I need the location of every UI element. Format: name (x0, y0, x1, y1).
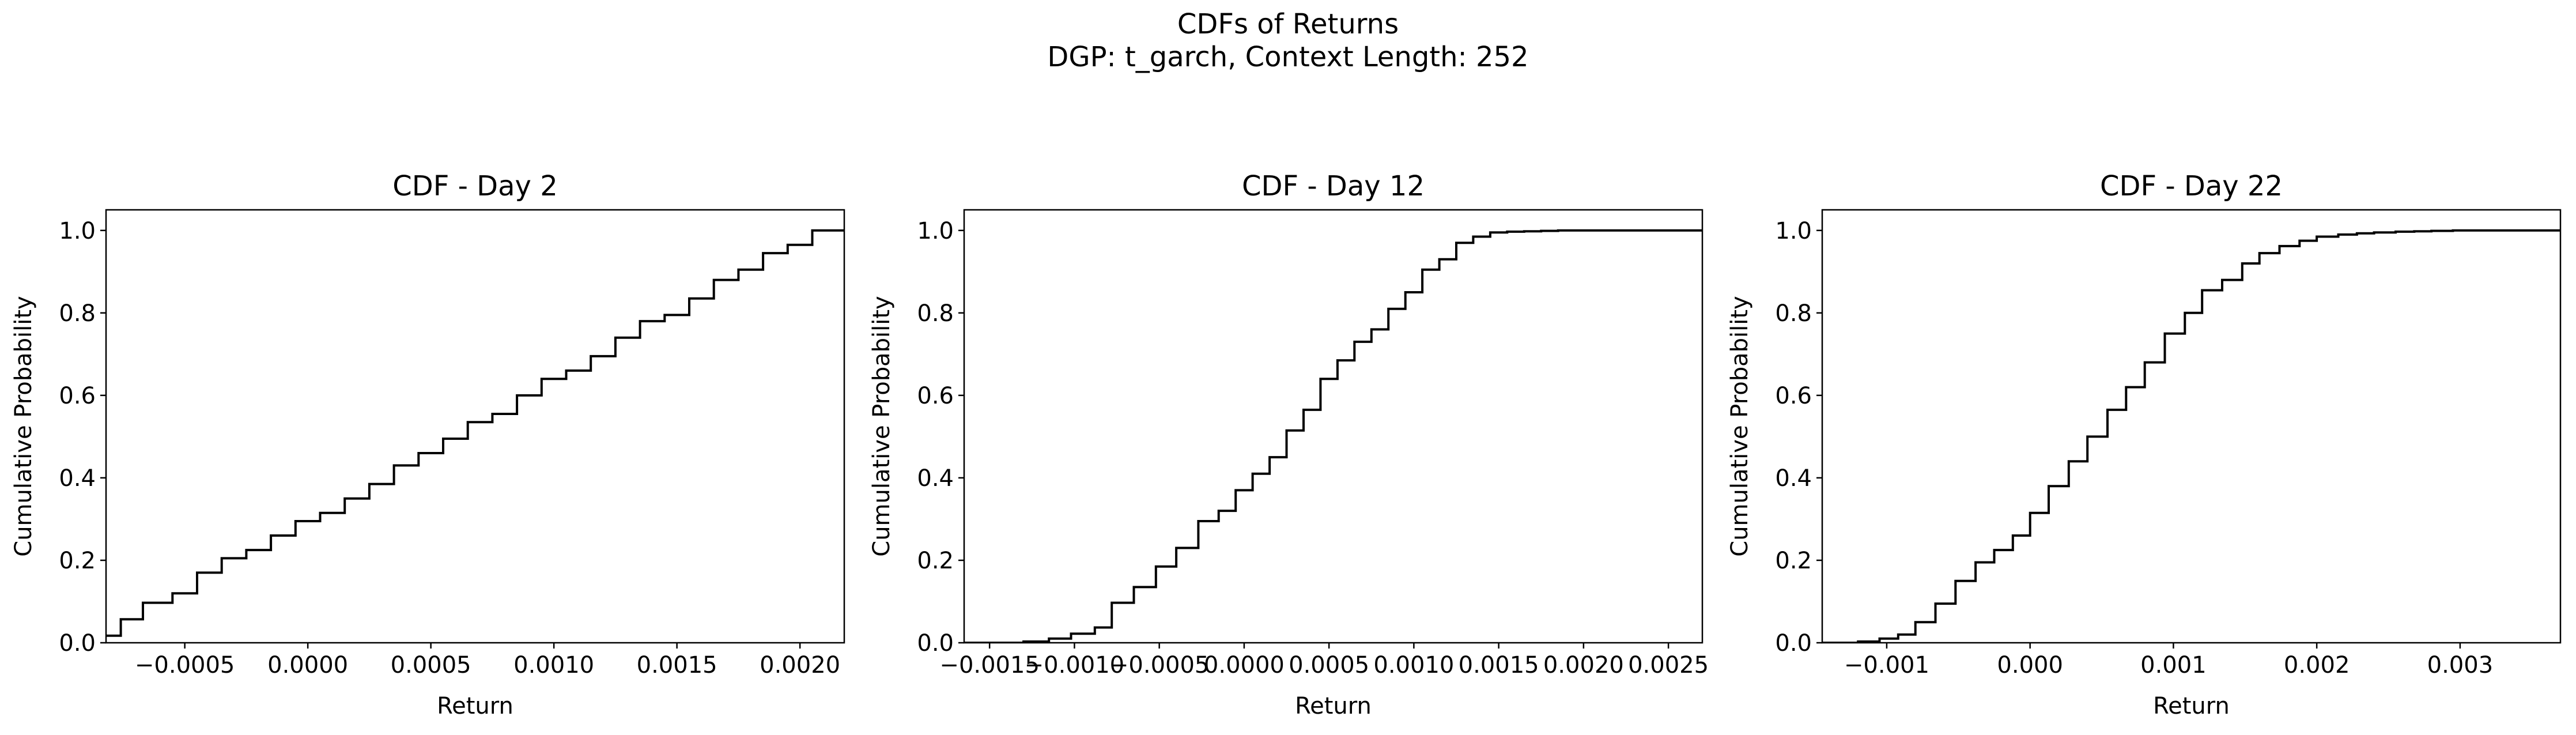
x-tick-label: 0.001 (2140, 652, 2207, 679)
y-axis-label: Cumulative Probability (868, 296, 895, 556)
y-tick-label: 0.2 (1775, 548, 1812, 574)
cdf-step-line (1822, 229, 2560, 643)
chart-panel-1: −0.0005 0.0000 0.0005 0.0010 0.0015 0.0020 0.0… (10, 170, 845, 719)
y-tick-label: 1.0 (917, 218, 954, 244)
axes-frame (1821, 209, 2562, 644)
x-tick-label: 0.0000 (1204, 652, 1285, 679)
x-axis-label: Return (437, 693, 513, 719)
x-tick-label: 0.0005 (391, 652, 471, 679)
x-tick-label: −0.0005 (135, 652, 235, 679)
y-tick-label: 1.0 (59, 218, 96, 244)
chart-title: CDF - Day 2 (392, 170, 558, 202)
y-axis-label: Cumulative Probability (10, 296, 37, 556)
x-tick-label: 0.0020 (760, 652, 840, 679)
x-tick-label: 0.0005 (1289, 652, 1369, 679)
figure-title-block: CDFs of Returns DGP: t_garch, Context Le… (0, 8, 2576, 74)
x-tick-label: 0.0000 (267, 652, 348, 679)
x-tick-label: −0.0010 (1025, 652, 1124, 679)
cdf-step-line (106, 229, 844, 637)
y-tick-label: 1.0 (1775, 218, 1812, 244)
y-tick-label: 0.8 (917, 300, 954, 327)
x-tick-label: 0.0010 (1373, 652, 1454, 679)
y-tick-label: 0.2 (59, 548, 96, 574)
x-tick-label: −0.0005 (1109, 652, 1209, 679)
x-tick-label: 0.0025 (1628, 652, 1709, 679)
figure-subtitle: DGP: t_garch, Context Length: 252 (1047, 41, 1529, 73)
y-tick-label: 0.6 (1775, 383, 1812, 409)
y-tick-label: 0.4 (59, 465, 96, 492)
y-axis-label: Cumulative Probability (1727, 296, 1753, 556)
chart-title: CDF - Day 12 (1242, 170, 1425, 202)
y-tick-label: 0.0 (59, 630, 96, 657)
x-tick-label: 0.0010 (513, 652, 594, 679)
x-tick-label: 0.0015 (637, 652, 717, 679)
y-tick-label: 0.6 (917, 383, 954, 409)
y-tick-label: 0.8 (1775, 300, 1812, 327)
x-tick-label: 0.000 (1997, 652, 2063, 679)
cdf-step-line (964, 229, 1702, 643)
y-tick-label: 0.4 (1775, 465, 1812, 492)
chart-title: CDF - Day 22 (2100, 170, 2283, 202)
figure-title: CDFs of Returns (1177, 8, 1399, 40)
y-tick-label: 0.0 (1775, 630, 1812, 657)
chart-panel-3: −0.001 0.000 0.001 0.002 0.003 0.0 0.2 0.4 0.6 0.… (1727, 170, 2562, 719)
x-axis-label: Return (1295, 693, 1372, 719)
y-tick-label: 0.8 (59, 300, 96, 327)
x-tick-label: 0.0015 (1459, 652, 1539, 679)
x-tick-label: 0.003 (2427, 652, 2494, 679)
axes-frame (963, 209, 1704, 644)
x-axis-label: Return (2153, 693, 2230, 719)
x-tick-label: −0.0015 (939, 652, 1039, 679)
x-tick-label: −0.001 (1844, 652, 1929, 679)
y-tick-label: 0.2 (917, 548, 954, 574)
y-tick-label: 0.6 (59, 383, 96, 409)
y-tick-label: 0.0 (917, 630, 954, 657)
axes-frame (105, 209, 845, 644)
x-tick-label: 0.002 (2284, 652, 2350, 679)
x-tick-label: 0.0020 (1543, 652, 1624, 679)
y-tick-label: 0.4 (917, 465, 954, 492)
